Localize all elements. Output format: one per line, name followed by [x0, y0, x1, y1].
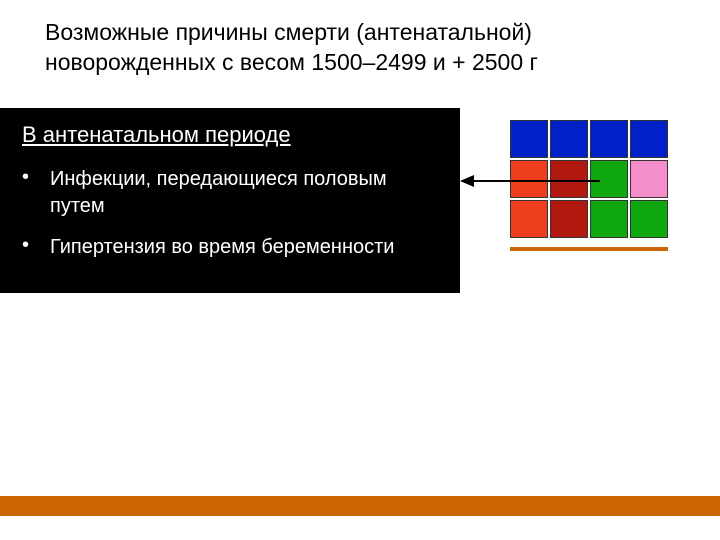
grid-cell	[630, 200, 668, 238]
slide-title: Возможные причины смерти (антенатальной)…	[30, 18, 690, 78]
bullet-item: • Гипертензия во время беременности	[22, 234, 438, 261]
grid-cell	[550, 120, 588, 158]
title-line-1: Возможные причины смерти (антенатальной)	[45, 19, 532, 45]
title-line-2: новорожденных с весом 1500–2499 и + 2500…	[45, 49, 538, 75]
bullet-marker: •	[22, 234, 50, 257]
grid-cell	[510, 160, 548, 198]
bullet-item: • Инфекции, передающиеся половым путем	[22, 166, 438, 220]
grid-cell	[510, 120, 548, 158]
bullet-text: Гипертензия во время беременности	[50, 234, 394, 261]
grid-cell	[590, 200, 628, 238]
grid-cell	[550, 200, 588, 238]
arrow-line	[462, 180, 600, 182]
grid-cell	[590, 160, 628, 198]
footer-bar	[0, 496, 720, 516]
bullet-marker: •	[22, 166, 50, 189]
page-number: 54	[608, 522, 620, 534]
grid-cell	[630, 120, 668, 158]
section-heading: В антенатальном периоде	[22, 122, 438, 148]
arrow-head-icon	[460, 175, 474, 187]
grid-cell	[590, 120, 628, 158]
grid-cell	[630, 160, 668, 198]
grid-cell	[550, 160, 588, 198]
content-text-box: В антенатальном периоде • Инфекции, пере…	[0, 108, 460, 293]
color-grid	[510, 120, 668, 238]
grid-cell	[510, 200, 548, 238]
grid-underline-bar	[510, 247, 668, 251]
color-grid-cells	[510, 120, 668, 238]
bullet-text: Инфекции, передающиеся половым путем	[50, 166, 438, 220]
